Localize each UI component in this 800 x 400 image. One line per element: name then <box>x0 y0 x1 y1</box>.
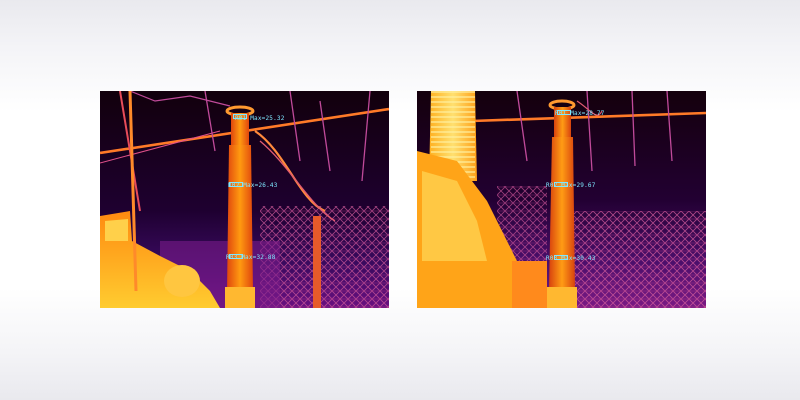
lattice-structure <box>567 211 706 308</box>
measure-box <box>554 255 568 260</box>
temperature-readout: R03 Max=32.88 <box>226 254 276 261</box>
jumper-cable <box>576 100 603 116</box>
insulator-strings <box>204 91 371 182</box>
overhead-wire <box>100 130 221 164</box>
jumper-cable <box>259 140 336 222</box>
thermal-scene-left <box>100 91 389 308</box>
support-pole <box>313 216 321 308</box>
wire-frame <box>129 91 231 107</box>
mast-line <box>119 91 141 212</box>
measure-box <box>554 182 568 187</box>
temperature-readout: R02 Max=26.43 <box>228 182 278 189</box>
insulator-strings <box>516 91 673 172</box>
hot-mast <box>128 91 138 292</box>
temperature-readout: R01 Max=28.77 <box>555 110 605 117</box>
measure-box <box>233 114 247 119</box>
thermal-image-left: R01 Max=25.32 R02 Max=26.43 R03 Max=32.8… <box>100 91 389 308</box>
hot-equipment-block <box>105 219 128 241</box>
measure-box <box>229 254 243 259</box>
measure-box <box>229 182 243 187</box>
hot-equipment-block <box>422 171 487 261</box>
bushing-base <box>547 287 577 308</box>
lattice-structure <box>260 206 389 308</box>
temperature-readout: R01 Max=25.32 <box>235 115 285 122</box>
hot-equipment-block <box>512 261 547 308</box>
bushing-column <box>227 145 253 291</box>
bushing-column <box>549 137 575 291</box>
bushing-base <box>225 287 255 308</box>
bushing-top <box>231 113 249 145</box>
thermal-image-right: R01 Max=28.77 R02 Max=29.67 R03 Max=30.4… <box>417 91 706 308</box>
hot-equipment-tank <box>164 265 200 297</box>
temperature-readout: R02 Max=29.67 <box>546 182 596 189</box>
temperature-readout: R03 Max=30.43 <box>546 255 596 262</box>
thermal-scene-right <box>417 91 706 308</box>
measure-box <box>557 110 571 115</box>
